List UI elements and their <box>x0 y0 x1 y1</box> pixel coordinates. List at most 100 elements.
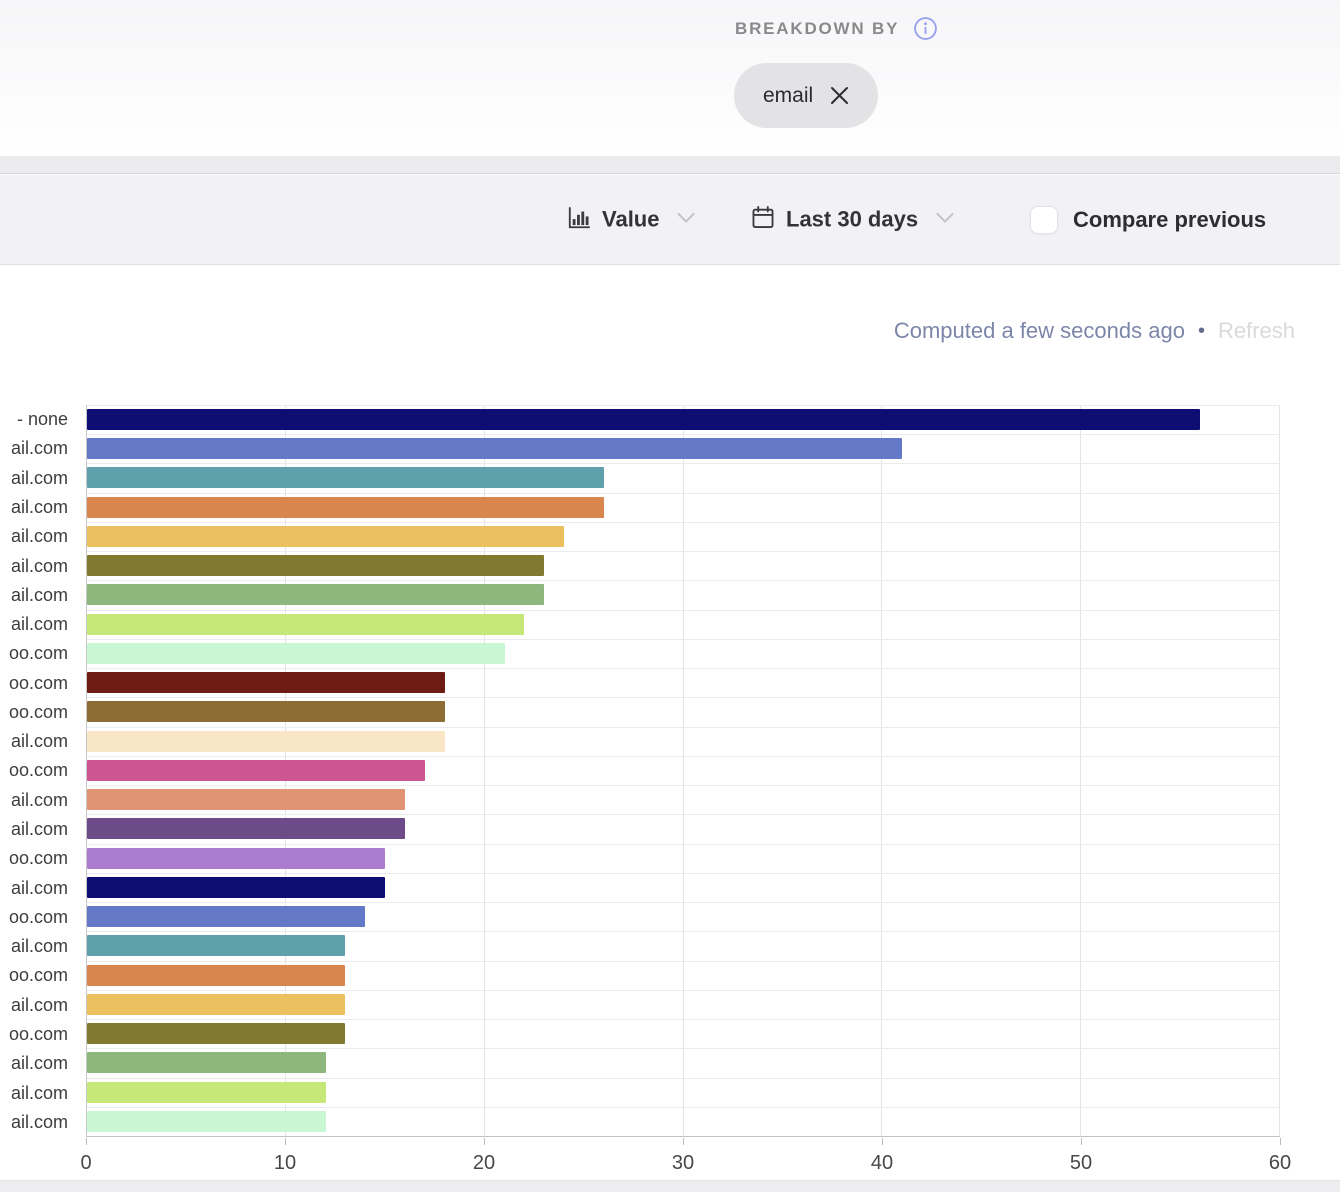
bar-row <box>87 697 1280 726</box>
bar[interactable] <box>87 906 366 928</box>
chevron-down-icon <box>677 211 695 229</box>
computed-timestamp: Computed a few seconds ago <box>893 318 1185 343</box>
x-tick-mark <box>1081 1138 1082 1145</box>
row-separator <box>87 726 1280 728</box>
header: BREAKDOWN BY email <box>0 0 1340 156</box>
y-axis-label: ail.com <box>10 877 68 898</box>
breakdown-by-row: BREAKDOWN BY <box>735 16 938 41</box>
x-tick-mark <box>882 1138 883 1145</box>
bar[interactable] <box>87 555 545 577</box>
bar[interactable] <box>87 642 505 664</box>
y-axis-label: ail.com <box>10 526 68 547</box>
y-axis-label: oo.com <box>8 1024 68 1044</box>
row-separator <box>87 668 1280 670</box>
bar[interactable] <box>87 467 604 489</box>
bar[interactable] <box>87 935 346 957</box>
bar[interactable] <box>87 730 445 752</box>
bar[interactable] <box>87 525 565 547</box>
y-axis-label: ail.com <box>10 789 68 810</box>
bar[interactable] <box>87 993 346 1015</box>
x-axis: 0 10 20 30 40 50 60 <box>80 1138 1291 1184</box>
row-separator <box>87 492 1280 494</box>
gridline-v <box>1279 405 1280 1136</box>
bar-row <box>87 814 1280 843</box>
bar[interactable] <box>87 672 445 694</box>
value-dropdown[interactable]: Value <box>566 204 695 235</box>
bar[interactable] <box>87 964 346 986</box>
value-dropdown-label: Value <box>602 206 660 232</box>
bar[interactable] <box>87 1052 326 1074</box>
y-axis-label: ail.com <box>10 1111 68 1132</box>
y-axis-label: ail.com <box>10 1082 68 1103</box>
row-separator <box>87 931 1280 933</box>
x-tick-mark <box>285 1138 286 1145</box>
close-icon[interactable] <box>830 86 849 105</box>
bar[interactable] <box>87 613 525 635</box>
y-axis-label: oo.com <box>8 760 68 781</box>
gridline-v <box>1080 405 1082 1136</box>
bar[interactable] <box>87 818 406 840</box>
bar-row <box>87 610 1280 639</box>
row-separator <box>87 1106 1280 1108</box>
y-axis-label: oo.com <box>8 701 68 722</box>
x-tick-label: 30 <box>671 1152 695 1174</box>
refresh-button[interactable]: Refresh <box>1217 318 1295 343</box>
bar-row <box>87 639 1280 668</box>
bar[interactable] <box>87 584 545 606</box>
bar[interactable] <box>87 759 426 781</box>
y-axis-label: oo.com <box>8 672 68 693</box>
row-separator <box>87 697 1280 699</box>
bar[interactable] <box>87 847 386 869</box>
bar-row <box>87 1019 1280 1048</box>
date-range-dropdown[interactable]: Last 30 days <box>750 204 954 235</box>
x-tick-label: 0 <box>80 1152 92 1174</box>
calendar-icon <box>750 204 776 235</box>
row-separator <box>87 1077 1280 1079</box>
y-axis-label: ail.com <box>10 584 68 605</box>
bar-row <box>87 1078 1280 1107</box>
info-icon[interactable] <box>913 16 938 41</box>
compare-previous-checkbox[interactable] <box>1030 205 1058 234</box>
x-tick-mark <box>1280 1138 1281 1145</box>
bar[interactable] <box>87 789 406 811</box>
breakdown-by-label: BREAKDOWN BY <box>735 18 900 38</box>
row-separator <box>87 872 1280 874</box>
row-separator <box>87 463 1280 465</box>
bar[interactable] <box>87 701 445 723</box>
bar[interactable] <box>87 1081 326 1103</box>
bar-row <box>87 1048 1280 1077</box>
x-tick-label: 40 <box>870 1152 894 1174</box>
bar-row <box>87 580 1280 609</box>
row-separator <box>87 1048 1280 1050</box>
bar[interactable] <box>87 438 903 460</box>
bar-row <box>87 756 1280 785</box>
y-axis-label: oo.com <box>8 965 68 986</box>
y-axis-label: ail.com <box>10 1053 68 1074</box>
row-separator <box>87 755 1280 757</box>
bar-row <box>87 873 1280 902</box>
bar[interactable] <box>87 409 1201 430</box>
x-tick-mark <box>683 1138 684 1145</box>
footer-strip <box>0 1180 1340 1192</box>
row-separator <box>87 960 1280 962</box>
bar-row <box>87 902 1280 931</box>
bar[interactable] <box>87 1110 326 1132</box>
row-separator <box>87 1019 1280 1021</box>
y-axis-label: ail.com <box>10 467 68 488</box>
status-row: Computed a few seconds ago • Refresh <box>894 318 1295 344</box>
breakdown-chip-label: email <box>763 83 814 107</box>
bar-row <box>87 1107 1280 1136</box>
row-separator <box>87 609 1280 611</box>
y-axis-label: - none <box>16 409 68 430</box>
y-axis-label: ail.com <box>10 614 68 635</box>
bar[interactable] <box>87 1023 346 1045</box>
bar[interactable] <box>87 876 386 898</box>
breakdown-chip-email[interactable]: email <box>734 63 879 128</box>
y-axis-label: ail.com <box>10 731 68 752</box>
bar-row <box>87 931 1280 960</box>
row-separator <box>87 580 1280 582</box>
compare-previous-control: Compare previous <box>1030 205 1266 234</box>
x-tick-mark <box>484 1138 485 1145</box>
bar[interactable] <box>87 496 604 518</box>
